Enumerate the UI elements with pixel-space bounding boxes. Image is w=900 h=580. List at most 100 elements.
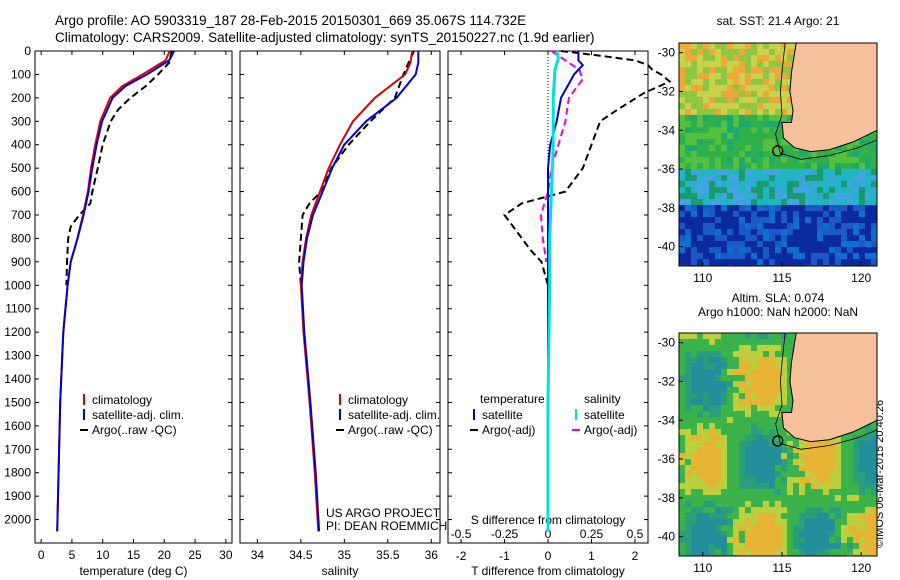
map-cell	[691, 465, 697, 471]
map-cell	[769, 157, 775, 163]
map-cell	[775, 405, 781, 411]
map-cell	[865, 253, 871, 259]
map-cell	[769, 235, 775, 241]
map-cell	[847, 145, 853, 151]
map-cell	[775, 199, 781, 205]
map-cell	[745, 459, 751, 465]
map-cell	[745, 241, 751, 247]
map-cell	[721, 49, 727, 55]
map-cell	[703, 405, 709, 411]
map-cell	[745, 253, 751, 259]
map-cell	[751, 97, 757, 103]
map-cell	[799, 157, 805, 163]
map-cell	[727, 151, 733, 157]
map-cell	[709, 211, 715, 217]
map-cell	[859, 259, 865, 265]
map-cell	[823, 247, 829, 253]
depth-contour	[775, 333, 877, 450]
map-cell	[805, 531, 811, 537]
map-cell	[733, 525, 739, 531]
map-cell	[685, 471, 691, 477]
map-cell	[781, 495, 787, 501]
map-cell	[697, 333, 703, 339]
map-cell	[751, 151, 757, 157]
map-cell	[703, 205, 709, 211]
y-tick-label: 300	[11, 114, 31, 128]
map-cell	[733, 85, 739, 91]
map-field	[679, 333, 877, 556]
map-cell	[721, 453, 727, 459]
map-cell	[853, 489, 859, 495]
map-cell	[763, 73, 769, 79]
map-cell	[769, 85, 775, 91]
map-cell	[757, 411, 763, 417]
map-cell	[697, 543, 703, 549]
map-cell	[697, 193, 703, 199]
map-cell	[769, 447, 775, 453]
map-cell	[775, 507, 781, 513]
map-cell	[685, 399, 691, 405]
map-cell	[835, 175, 841, 181]
map-cell	[697, 513, 703, 519]
map-cell	[793, 477, 799, 483]
map-cell	[763, 495, 769, 501]
map-cell	[811, 181, 817, 187]
map-cell	[685, 513, 691, 519]
map-cell	[787, 435, 793, 441]
map-cell	[727, 235, 733, 241]
map-cell	[805, 253, 811, 259]
map-cell	[721, 187, 727, 193]
map-cell	[721, 217, 727, 223]
map-cell	[751, 501, 757, 507]
map-cell	[787, 247, 793, 253]
map-cell	[763, 339, 769, 345]
x-tick-label: 0	[38, 548, 45, 562]
map-cell	[775, 483, 781, 489]
map-cell	[715, 471, 721, 477]
map-cell	[679, 381, 685, 387]
map-cell	[715, 447, 721, 453]
map-cell	[817, 175, 823, 181]
map-cell	[691, 471, 697, 477]
map-cell	[787, 357, 793, 363]
map-cell	[715, 381, 721, 387]
map-cell	[745, 187, 751, 193]
map-cell	[721, 121, 727, 127]
map-cell	[799, 477, 805, 483]
map-cell	[715, 151, 721, 157]
y-tick-label: 1500	[4, 395, 31, 409]
y-tick-label: 800	[11, 231, 31, 245]
map-cell	[721, 405, 727, 411]
map-cell	[763, 67, 769, 73]
map-cell	[709, 187, 715, 193]
map-cell	[865, 537, 871, 543]
map-cell	[679, 103, 685, 109]
map-cell	[835, 169, 841, 175]
map-cell	[805, 247, 811, 253]
map-cell	[841, 537, 847, 543]
map-cell	[727, 363, 733, 369]
map-cell	[763, 381, 769, 387]
map-cell	[685, 43, 691, 49]
map-cell	[829, 187, 835, 193]
map-cell	[823, 157, 829, 163]
map-cell	[739, 477, 745, 483]
map-cell	[757, 91, 763, 97]
map-cell	[763, 241, 769, 247]
map-cell	[775, 441, 781, 447]
map-cell	[715, 97, 721, 103]
map-cell	[691, 459, 697, 465]
map-cell	[697, 417, 703, 423]
map-cell	[871, 501, 877, 507]
map-cell	[841, 531, 847, 537]
map-cell	[757, 333, 763, 339]
map-cell	[733, 61, 739, 67]
map-cell	[865, 459, 871, 465]
map-cell	[709, 411, 715, 417]
map-cell	[679, 79, 685, 85]
map-cell	[829, 543, 835, 549]
map-cell	[721, 205, 727, 211]
map-cell	[841, 507, 847, 513]
map-cell	[823, 495, 829, 501]
map-cell	[853, 157, 859, 163]
